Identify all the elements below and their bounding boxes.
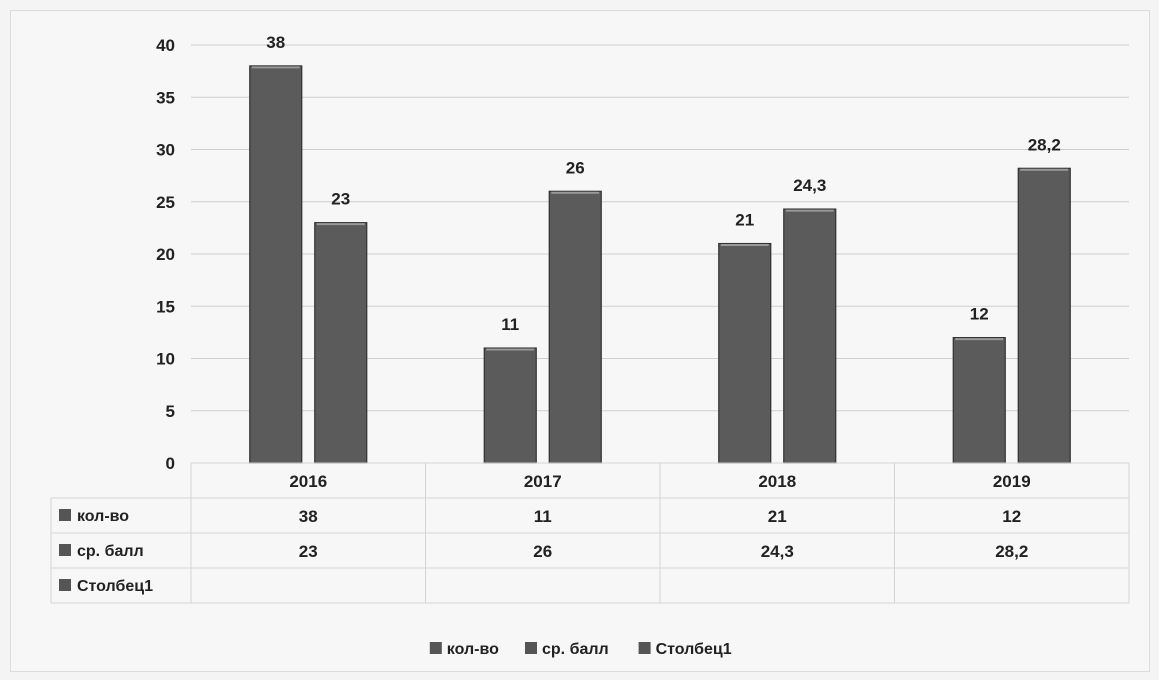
legend-key	[59, 579, 71, 591]
bar	[952, 337, 1006, 464]
y-tick-label: 0	[166, 454, 175, 473]
data-label: 28,2	[1028, 135, 1061, 154]
bar	[314, 222, 368, 464]
x-tick-label: 2017	[524, 472, 562, 491]
data-label: 11	[501, 315, 519, 334]
bar	[1017, 167, 1071, 464]
table-row-label: Столбец1	[77, 578, 153, 595]
x-tick-label: 2016	[289, 472, 327, 491]
table-cell: 11	[534, 507, 552, 526]
table-cell: 21	[768, 507, 787, 526]
y-tick-label: 20	[156, 245, 175, 264]
y-tick-label: 35	[156, 88, 175, 107]
y-tick-label: 25	[156, 193, 175, 212]
data-label: 23	[331, 190, 350, 209]
y-tick-label: 10	[156, 350, 175, 369]
table-row-label: кол-во	[77, 508, 129, 525]
bar	[783, 208, 837, 464]
table-cell: 38	[299, 507, 318, 526]
bar	[718, 242, 772, 464]
chart-frame: 0 5 10 15 20 25 30 35 40 38 23 11 26 21 24,3 12 28,2 2016…	[10, 10, 1150, 672]
table-cell: 23	[299, 542, 318, 561]
table-cell: 24,3	[761, 542, 794, 561]
data-label: 38	[266, 33, 285, 52]
bar	[483, 347, 537, 464]
x-tick-label: 2019	[993, 472, 1031, 491]
legend-key	[638, 642, 651, 654]
legend-label: кол-во	[447, 641, 499, 658]
y-tick-label: 30	[156, 141, 175, 160]
data-label: 21	[735, 211, 754, 230]
legend-label: ср. балл	[542, 641, 609, 658]
x-tick-label: 2018	[758, 472, 796, 491]
legend-key	[59, 509, 71, 521]
y-tick-label: 5	[166, 402, 175, 421]
table-cell: 12	[1002, 507, 1021, 526]
bar	[249, 65, 303, 464]
table-cell: 28,2	[995, 542, 1028, 561]
data-label: 12	[970, 305, 989, 324]
legend-key	[59, 544, 71, 556]
table-row-label: ср. балл	[77, 543, 144, 560]
legend-label: Столбец1	[656, 641, 732, 658]
legend-key	[429, 642, 442, 654]
bar	[548, 190, 602, 464]
data-label: 26	[566, 158, 585, 177]
data-label: 24,3	[793, 176, 826, 195]
y-tick-label: 15	[156, 297, 175, 316]
table-cell: 26	[533, 542, 552, 561]
chart-canvas: 0 5 10 15 20 25 30 35 40 38 23 11 26 21 24,3 12 28,2 2016…	[50, 33, 1130, 658]
legend-key	[525, 642, 537, 654]
y-tick-label: 40	[156, 36, 175, 55]
